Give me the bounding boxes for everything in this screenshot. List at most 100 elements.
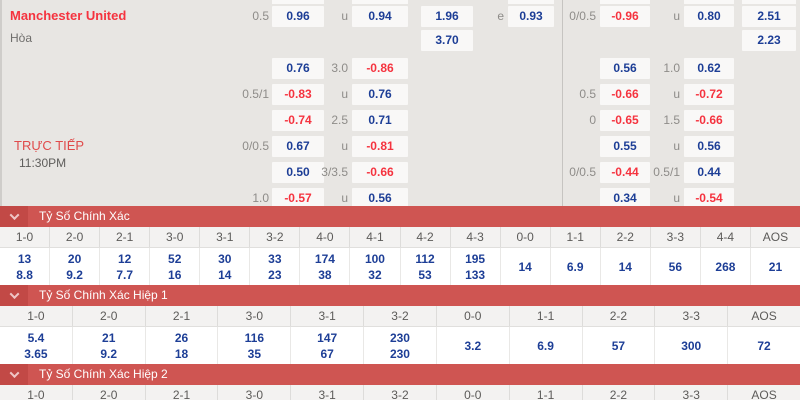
handicap-label: 0.5/1 <box>242 87 269 101</box>
score-odds-cell[interactable]: 13 8.8 <box>0 248 51 285</box>
odds-value-button[interactable]: 1.96 <box>421 6 473 27</box>
score-section: Tỷ Số Chính Xác 1-0 2-0 2-1 3-0 3-1 3-2 4-0 4-1 4… <box>0 206 800 285</box>
panel-divider <box>562 0 563 206</box>
score-odds-value: 147 <box>317 330 338 345</box>
odds-value-button[interactable]: -0.81 <box>352 136 408 157</box>
handicap-label: 3/3.5 <box>321 165 348 179</box>
score-odds-value: 38 <box>318 267 332 282</box>
handicap-label: 2.5 <box>331 113 348 127</box>
odds-value-button[interactable]: -0.96 <box>600 6 650 27</box>
score-odds-cell[interactable]: 5.4 3.65 <box>0 327 73 364</box>
odds-value-button[interactable]: 0.56 <box>600 58 650 79</box>
score-odds-value: 53 <box>418 267 432 282</box>
score-odds-cell[interactable]: 147 67 <box>291 327 365 364</box>
odds-value-button[interactable]: -0.74 <box>272 110 324 131</box>
score-odds-cell[interactable]: 12 7.7 <box>100 248 151 285</box>
score-odds-value: 8.8 <box>16 267 33 282</box>
handicap-label: u <box>673 139 680 153</box>
handicap-label: 3.0 <box>331 61 348 75</box>
chevron-down-icon[interactable] <box>0 364 28 385</box>
odds-value-button[interactable]: 0.67 <box>272 136 324 157</box>
odds-value-button[interactable]: 0.93 <box>508 6 554 27</box>
score-column-header: 3-3 <box>655 385 729 400</box>
score-odds-value: 6.9 <box>566 259 584 274</box>
score-odds-cell[interactable]: 26 18 <box>146 327 219 364</box>
score-odds-cell[interactable]: 21 9.2 <box>73 327 146 364</box>
score-odds-cell[interactable]: 174 38 <box>300 248 351 285</box>
score-odds-value: 33 <box>268 251 282 266</box>
score-odds-cell[interactable]: 112 53 <box>401 248 451 285</box>
odds-value-button[interactable]: 2.23 <box>742 30 796 51</box>
odds-value-button[interactable]: 0.76 <box>352 84 408 105</box>
score-odds-cell[interactable]: 3.2 <box>437 327 510 364</box>
score-odds-value: 3.65 <box>24 346 48 361</box>
score-column-header: 2-1 <box>146 385 219 400</box>
score-odds-cell[interactable]: 20 9.2 <box>50 248 101 285</box>
odds-row: -0.74 2.5 0.71 0 -0.65 1.5 -0.66 <box>2 110 800 131</box>
score-odds-cell[interactable]: 100 32 <box>350 248 401 285</box>
score-odds-cell[interactable]: 300 <box>655 327 729 364</box>
odds-value-button[interactable]: -0.44 <box>600 162 650 183</box>
odds-value-button[interactable]: 0.80 <box>684 6 734 27</box>
odds-value-button[interactable]: -0.72 <box>684 84 734 105</box>
score-odds-cell[interactable]: 52 16 <box>150 248 201 285</box>
score-odds-cell[interactable]: 230 230 <box>364 327 437 364</box>
odds-value-button[interactable]: 0.96 <box>272 6 324 27</box>
odds-value-button[interactable]: 0.76 <box>272 58 324 79</box>
score-odds-cell[interactable]: 195 133 <box>451 248 501 285</box>
handicap-label: 1.0 <box>252 191 269 205</box>
score-odds-cell[interactable]: 21 <box>751 248 800 285</box>
score-section-header[interactable]: Tỷ Số Chính Xác Hiệp 1 <box>0 285 800 306</box>
odds-value-button[interactable]: 0.56 <box>352 188 408 209</box>
score-odds-value: 14 <box>518 259 532 274</box>
odds-value-button[interactable]: -0.83 <box>272 84 324 105</box>
score-odds-value: 21 <box>102 330 116 345</box>
score-odds-cell[interactable]: 57 <box>583 327 656 364</box>
score-column-headers: 1-0 2-0 2-1 3-0 3-1 3-2 4-0 4-1 4-2 4-3 0-0 1-1 2-2 3… <box>0 227 800 248</box>
odds-value-button[interactable]: 2.51 <box>742 6 796 27</box>
odds-value-button[interactable]: 3.70 <box>421 30 473 51</box>
score-odds-cell[interactable]: 33 23 <box>250 248 301 285</box>
odds-value-button[interactable]: 0.62 <box>684 58 734 79</box>
odds-value-button[interactable]: 0.56 <box>684 136 734 157</box>
odds-value-button[interactable]: 0.44 <box>684 162 734 183</box>
handicap-label: u <box>673 9 680 23</box>
score-odds-value: 30 <box>218 251 232 266</box>
odds-value-button[interactable]: -0.66 <box>600 84 650 105</box>
handicap-label: 0/0.5 <box>569 165 596 179</box>
score-column-header: 2-1 <box>100 227 151 247</box>
odds-value-button[interactable]: 0.55 <box>600 136 650 157</box>
score-odds-cell[interactable]: 72 <box>728 327 800 364</box>
chevron-down-icon[interactable] <box>0 285 28 306</box>
odds-value-button[interactable]: 0.71 <box>352 110 408 131</box>
score-odds-cell[interactable]: 56 <box>651 248 701 285</box>
odds-value-button[interactable]: -0.86 <box>352 58 408 79</box>
score-column-header: 3-3 <box>655 306 729 326</box>
handicap-label: 1.0 <box>663 61 680 75</box>
score-odds-cell[interactable]: 116 35 <box>218 327 292 364</box>
odds-row: 0.5/1 -0.83 u 0.76 0.5 -0.66 u -0.72 <box>2 84 800 105</box>
score-section-header[interactable]: Tỷ Số Chính Xác <box>0 206 800 227</box>
score-odds-cell[interactable]: 14 <box>501 248 551 285</box>
odds-value-button[interactable]: -0.57 <box>272 188 324 209</box>
score-odds-row: 5.4 3.65 21 9.2 26 18 116 35 147 67 230 230 3.2 6.9 57… <box>0 327 800 364</box>
odds-value-button[interactable]: 0.50 <box>272 162 324 183</box>
odds-value-button[interactable]: -0.65 <box>600 110 650 131</box>
score-column-header: 3-2 <box>364 385 437 400</box>
score-section-header[interactable]: Tỷ Số Chính Xác Hiệp 2 <box>0 364 800 385</box>
score-odds-cell[interactable]: 268 <box>701 248 751 285</box>
score-odds-value: 3.2 <box>464 338 482 353</box>
score-column-header: 0-0 <box>501 227 551 247</box>
score-odds-cell[interactable]: 6.9 <box>510 327 583 364</box>
odds-value-button[interactable]: 0.94 <box>352 6 408 27</box>
score-odds-cell[interactable]: 6.9 <box>551 248 601 285</box>
odds-value-button[interactable]: -0.54 <box>684 188 734 209</box>
score-odds-value: 13 <box>17 251 32 266</box>
odds-value-button[interactable]: -0.66 <box>352 162 408 183</box>
odds-value-button[interactable]: -0.66 <box>684 110 734 131</box>
odds-value-button[interactable]: 0.34 <box>600 188 650 209</box>
chevron-down-icon[interactable] <box>0 206 28 227</box>
score-odds-cell[interactable]: 14 <box>601 248 651 285</box>
score-odds-cell[interactable]: 30 14 <box>200 248 251 285</box>
match-odds-panel: Manchester United Hòa TRỰC TIẾP 11:30PM … <box>0 0 800 206</box>
